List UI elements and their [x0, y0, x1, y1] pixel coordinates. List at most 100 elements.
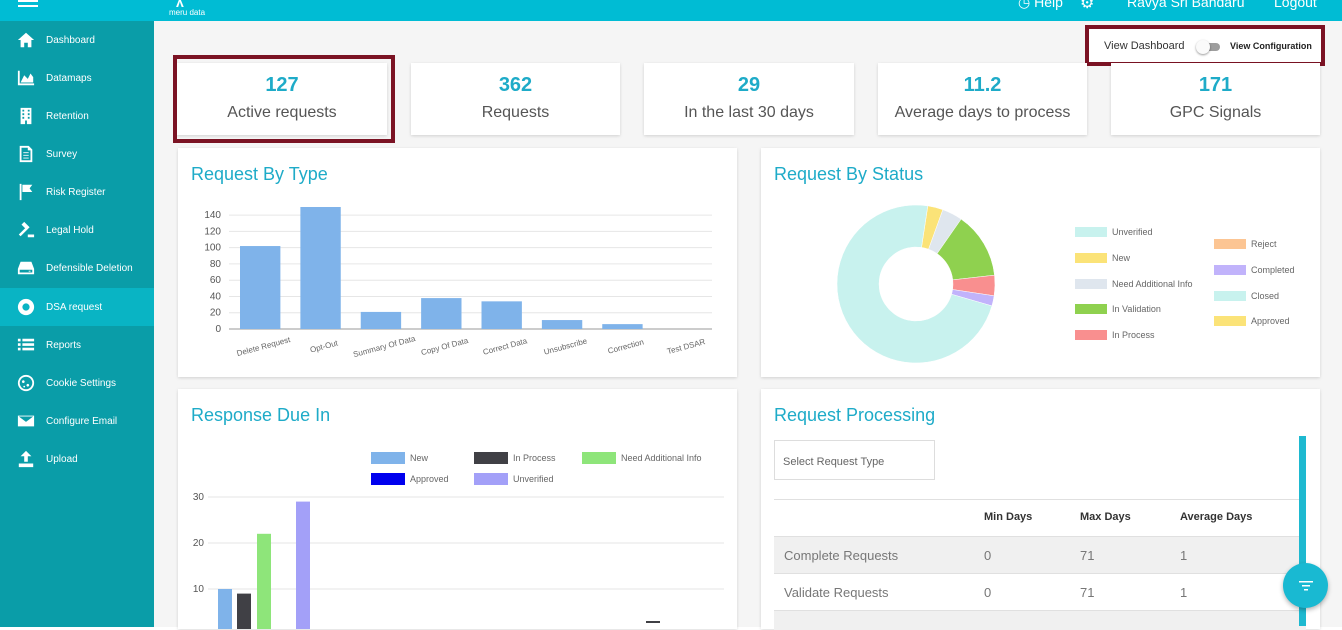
toggle-knob — [1196, 40, 1210, 54]
legend-item[interactable]: Approved — [1214, 316, 1290, 326]
stat-card-average-days[interactable]: 11.2 Average days to process — [878, 63, 1087, 135]
legend-item[interactable]: Completed — [1214, 265, 1295, 275]
stat-card-active-requests[interactable]: 127 Active requests — [177, 63, 387, 135]
legend-swatch — [371, 452, 405, 464]
stat-label: GPC Signals — [1169, 104, 1262, 121]
logo-icon: ʎ — [176, 0, 184, 10]
panel-title: Response Due In — [191, 405, 331, 425]
y-tick-label: 30 — [193, 492, 205, 503]
stat-label: Active requests — [227, 104, 337, 121]
y-tick-label: 20 — [210, 308, 222, 319]
building-icon — [16, 107, 36, 125]
sidebar-item-legal-hold[interactable]: Legal Hold — [0, 211, 154, 249]
legend-swatch — [1075, 304, 1107, 314]
processing-table: Min Days Max Days Average Days Complete … — [774, 499, 1306, 630]
row-average-days: 1 — [1180, 585, 1188, 600]
sidebar-item-risk-register[interactable]: Risk Register — [0, 173, 154, 211]
legend-label: Need Additional Info — [621, 453, 702, 463]
x-tick-label: Summary Of Data — [352, 334, 417, 359]
legend-label: Reject — [1251, 239, 1277, 249]
logout-link[interactable]: Logout — [1274, 0, 1317, 10]
legend-label: New — [1112, 253, 1131, 263]
request-type-select[interactable]: Select Request Type — [774, 440, 935, 480]
legend-item[interactable]: Reject — [1214, 239, 1277, 249]
sidebar-item-upload[interactable]: Upload — [0, 440, 154, 478]
x-tick-label: Test DSAR — [666, 337, 706, 356]
y-tick-label: 60 — [210, 275, 222, 286]
stat-value: 11.2 — [963, 74, 1002, 96]
bar — [421, 298, 462, 329]
processing-scrollbar[interactable] — [1299, 436, 1306, 626]
legend-item[interactable]: Approved — [371, 473, 449, 485]
stat-card-requests[interactable]: 362 Requests — [411, 63, 620, 135]
sidebar-item-configure-email[interactable]: Configure Email — [0, 402, 154, 440]
x-tick-label: Delete Request — [236, 335, 292, 358]
legend-label: Approved — [410, 474, 449, 484]
row-label: Validate Requests — [784, 585, 889, 600]
stat-card-gpc-signals[interactable]: 171 GPC Signals — [1111, 63, 1320, 135]
stat-card-highlight — [173, 55, 395, 143]
y-tick-label: 140 — [204, 210, 221, 221]
legend-swatch — [474, 452, 508, 464]
sidebar-item-cookie-settings[interactable]: Cookie Settings — [0, 364, 154, 402]
hamburger-menu-icon[interactable] — [18, 0, 38, 8]
sidebar-item-defensible-deletion[interactable]: Defensible Deletion — [0, 249, 154, 287]
x-tick-label: Correct Data — [482, 336, 529, 357]
sidebar-item-survey[interactable]: Survey — [0, 135, 154, 173]
sidebar-item-label: Upload — [46, 453, 78, 465]
panel-response-due-in: Response Due In New In Process Need Additi… — [178, 389, 737, 629]
legend-swatch — [1214, 316, 1246, 326]
legend-item[interactable]: New — [1075, 253, 1130, 263]
legend-item[interactable]: In Process — [1075, 330, 1155, 340]
stat-value: 29 — [737, 74, 761, 96]
stat-value: 362 — [498, 74, 533, 96]
column-header-max-days: Max Days — [1080, 511, 1131, 523]
legend-swatch — [1075, 253, 1107, 263]
stat-card-last-30-days[interactable]: 29 In the last 30 days — [644, 63, 854, 135]
settings-gear-icon[interactable]: ⚙ — [1080, 0, 1095, 12]
legend-item[interactable]: Need Additional Info — [1075, 279, 1193, 289]
bar — [300, 207, 341, 329]
view-toggle-switch[interactable] — [1196, 40, 1224, 54]
legend-swatch — [582, 452, 616, 464]
legend-swatch — [1075, 330, 1107, 340]
sidebar-item-dashboard[interactable]: Dashboard — [0, 21, 154, 59]
sidebar-item-label: Survey — [46, 148, 78, 160]
table-header-row: Min Days Max Days Average Days — [774, 499, 1306, 536]
table-row — [774, 610, 1306, 630]
sidebar-item-label: Datamaps — [46, 72, 92, 84]
sidebar-item-label: Retention — [46, 110, 89, 122]
legend-label: Need Additional Info — [1112, 279, 1193, 289]
bar — [360, 311, 402, 329]
gavel-icon — [16, 221, 36, 239]
legend-item[interactable]: In Validation — [1075, 304, 1161, 314]
sidebar-item-dsa-request[interactable]: DSA request — [0, 288, 154, 326]
help-label: Help — [1034, 0, 1063, 10]
sidebar-item-datamaps[interactable]: Datamaps — [0, 59, 154, 97]
sidebar-item-reports[interactable]: Reports — [0, 326, 154, 364]
legend-item[interactable]: Unverified — [1075, 227, 1153, 237]
legend-item[interactable]: Need Additional Info — [582, 452, 702, 464]
legend-item[interactable]: Closed — [1214, 291, 1279, 301]
sidebar-item-retention[interactable]: Retention — [0, 97, 154, 135]
legend-item[interactable]: New — [371, 452, 428, 464]
request-by-type-chart: 0 20 40 60 80 100 120 140 Delete Request Opt-Out S… — [204, 207, 712, 359]
cookie-icon — [16, 374, 36, 392]
sidebar-item-label: DSA request — [46, 301, 103, 313]
bar — [218, 589, 232, 629]
flag-icon — [16, 183, 36, 201]
filter-fab-button[interactable] — [1283, 563, 1328, 608]
y-tick-label: 10 — [193, 584, 205, 595]
bar — [240, 246, 281, 329]
legend-item[interactable]: In Process — [474, 452, 556, 464]
sidebar-item-label: Reports — [46, 339, 82, 351]
area-chart-icon — [16, 69, 36, 87]
bar — [296, 501, 310, 629]
legend-swatch — [1075, 227, 1107, 237]
sidebar-item-label: Dashboard — [46, 34, 95, 46]
legend-swatch — [1214, 265, 1246, 275]
help-link[interactable]: ◷ Help — [1018, 0, 1063, 11]
user-name[interactable]: Ravya Sri Bandaru — [1127, 0, 1245, 10]
legend-label: Closed — [1251, 291, 1280, 301]
legend-item[interactable]: Unverified — [474, 473, 554, 485]
